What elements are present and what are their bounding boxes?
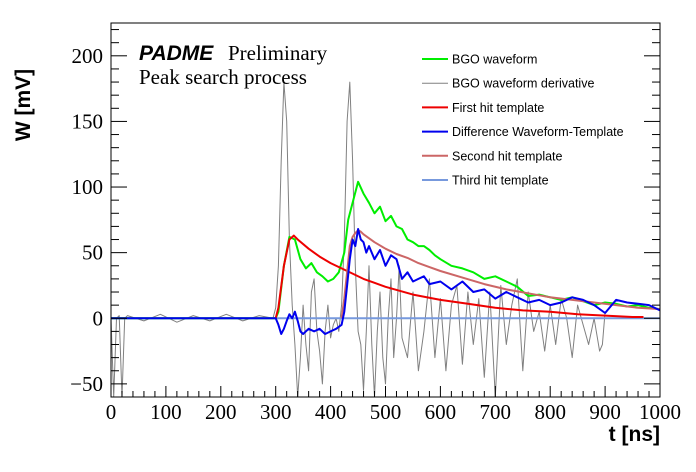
x-tick-label: 800 xyxy=(534,400,566,424)
legend: BGO waveform BGO waveform derivative First… xyxy=(422,53,624,188)
y-tick-label: 150 xyxy=(72,109,104,133)
x-tick-label: 900 xyxy=(589,400,621,424)
x-tick-label: 600 xyxy=(425,400,457,424)
y-tick-label: −50 xyxy=(70,372,103,396)
experiment-label: PADME xyxy=(139,42,214,65)
x-tick-label: 1000 xyxy=(639,400,681,424)
x-tick-label: 0 xyxy=(106,400,117,424)
legend-entry: Difference Waveform-Template xyxy=(452,125,624,139)
y-tick-label: 50 xyxy=(82,241,103,265)
x-tick-label: 400 xyxy=(315,400,347,424)
axis-ticks: 0 100 200 300 400 500 600 700 800 900 1000−5005010… xyxy=(70,29,681,424)
x-tick-label: 100 xyxy=(150,400,182,424)
legend-entry: First hit template xyxy=(452,101,544,115)
legend-entry: BGO waveform derivative xyxy=(452,77,594,91)
x-tick-label: 200 xyxy=(205,400,237,424)
series-difference-waveform-template xyxy=(111,228,660,335)
y-tick-label: 100 xyxy=(72,175,104,199)
series-first-hit-template xyxy=(274,234,644,319)
x-axis-title: t [ns] xyxy=(609,423,660,446)
y-tick-label: 200 xyxy=(72,44,104,68)
legend-entry: Third hit template xyxy=(452,174,549,188)
x-tick-label: 700 xyxy=(480,400,512,424)
plot-curves xyxy=(111,81,660,397)
legend-entry: Second hit template xyxy=(452,149,563,163)
y-tick-label: 0 xyxy=(93,306,104,330)
x-tick-label: 300 xyxy=(260,400,292,424)
preliminary-label: Preliminary xyxy=(228,41,328,65)
y-axis-title: W [mV] xyxy=(12,69,35,141)
legend-entry: BGO waveform xyxy=(452,53,537,67)
x-tick-label: 500 xyxy=(370,400,402,424)
subtitle-label: Peak search process xyxy=(139,65,307,89)
